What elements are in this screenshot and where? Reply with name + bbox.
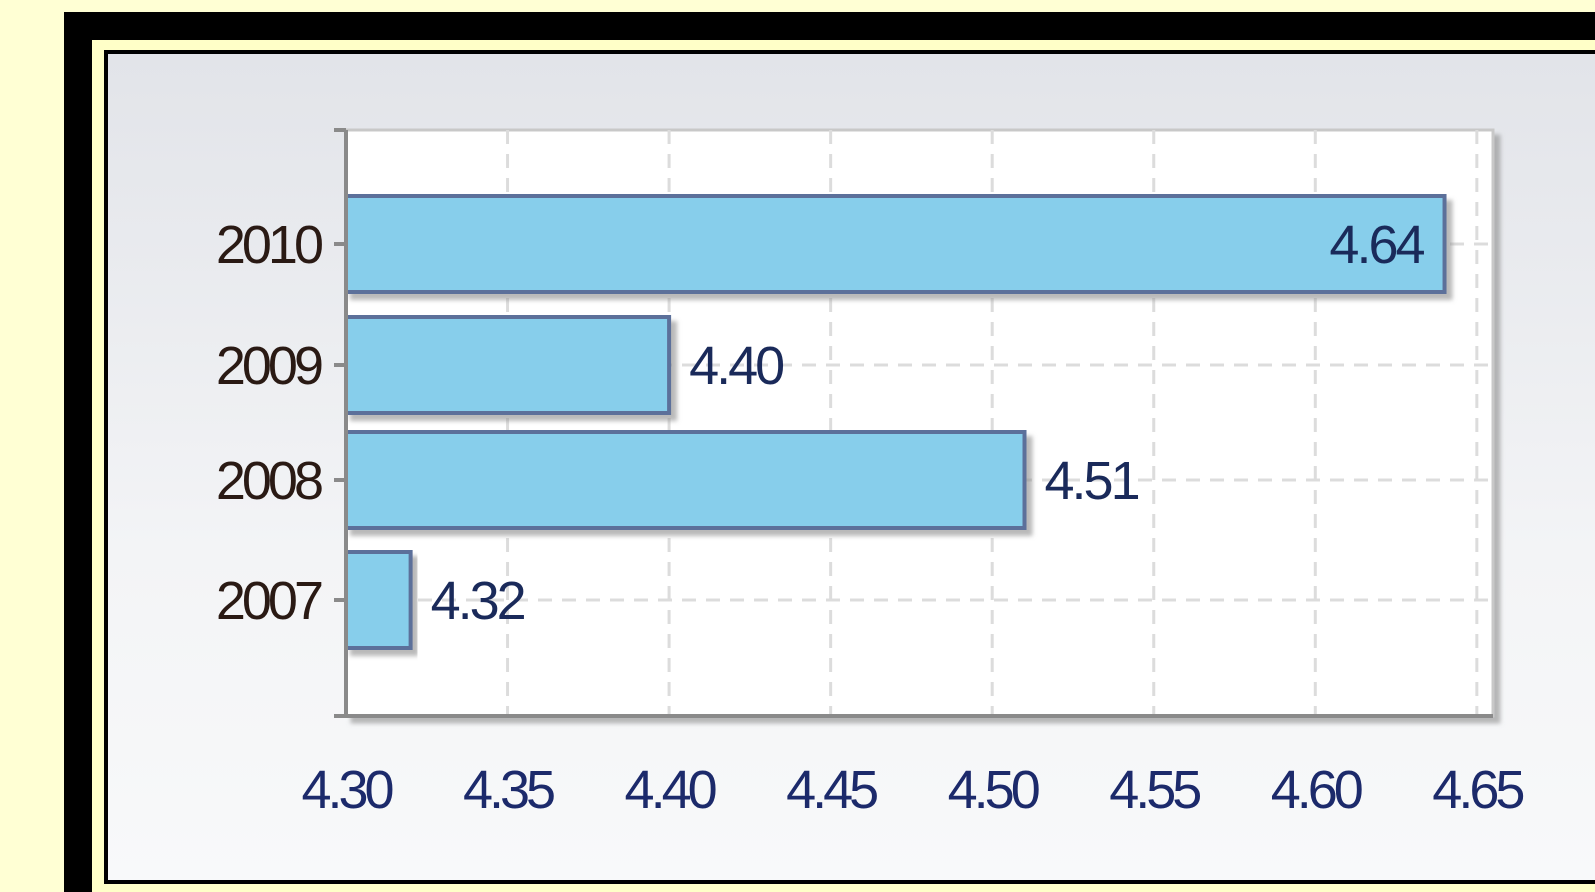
bar-2008 [344,430,1027,530]
x-tick-label: 4.45 [786,760,877,820]
x-tick-label: 4.35 [463,760,554,820]
x-tick-label: 4.50 [948,760,1039,820]
bar-2010 [344,194,1447,294]
data-label-2009: 4.40 [689,336,783,396]
x-tick-label: 4.30 [301,760,392,820]
x-tick-label: 4.55 [1109,760,1200,820]
data-label-2007: 4.32 [431,571,525,631]
category-label-2008: 2008 [216,451,322,511]
x-tick-label: 4.60 [1271,760,1362,820]
category-label-2009: 2009 [216,336,322,396]
plot-area: 4.64 4.40 4.51 4.32 2010 2009 2008 2007 4.30 4.35… [216,128,1527,820]
category-label-2010: 2010 [216,215,322,275]
category-label-2007: 2007 [216,571,322,631]
x-tick-label: 4.40 [625,760,716,820]
bar-2007 [344,550,413,650]
data-label-2010: 4.64 [1329,215,1424,275]
bar-2009 [344,315,672,415]
data-label-2008: 4.51 [1045,451,1139,511]
x-tick-label: 4.65 [1432,760,1523,820]
